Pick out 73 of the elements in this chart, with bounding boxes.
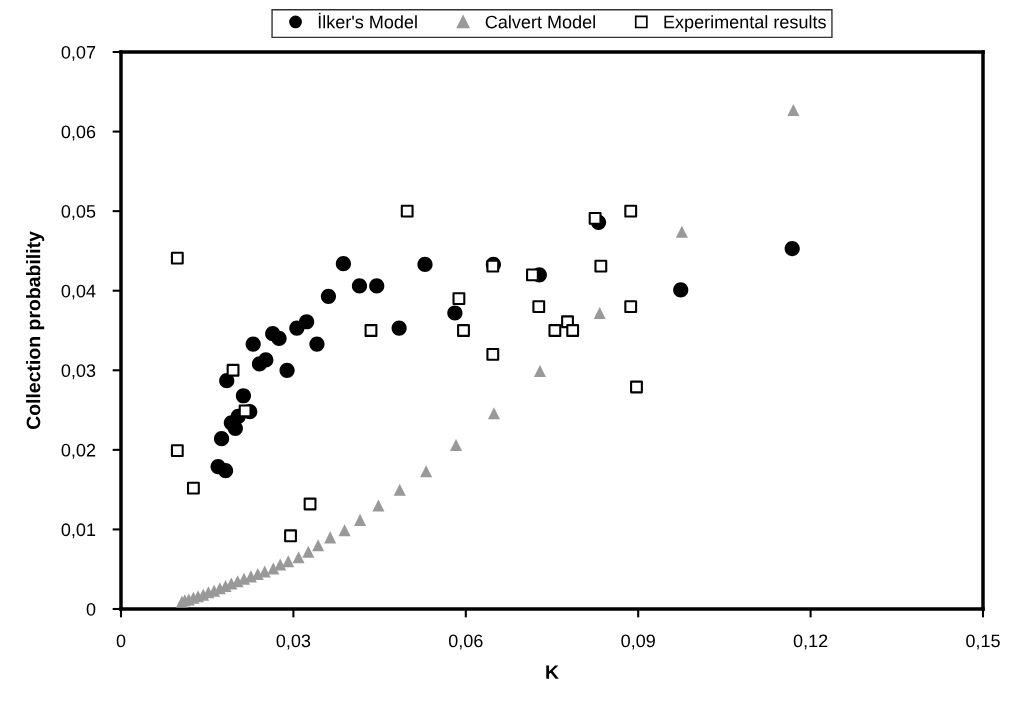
y-tick-label: 0,05 <box>61 205 96 220</box>
x-tick-label: 0 <box>116 634 126 648</box>
point <box>364 324 378 337</box>
x-tick-label: 0,15 <box>966 634 1000 650</box>
y-axis-title: Collection probability <box>26 231 45 430</box>
x-tick-label: 0,03 <box>276 634 311 650</box>
y-tick-label: 0,06 <box>61 125 96 141</box>
point <box>630 380 643 394</box>
point <box>533 365 546 378</box>
point <box>400 204 414 218</box>
point <box>271 330 287 347</box>
point <box>393 483 406 496</box>
point <box>186 481 200 495</box>
point <box>258 352 274 368</box>
point <box>566 324 580 337</box>
point <box>302 545 315 558</box>
point <box>289 320 305 336</box>
point <box>217 462 234 479</box>
x-tick-label: 0,09 <box>621 634 655 650</box>
y-tick-label: 0 <box>86 602 96 616</box>
point <box>624 204 638 218</box>
point <box>170 251 184 265</box>
point <box>284 529 297 543</box>
point <box>309 336 325 352</box>
legend-label: Experimental results <box>664 15 826 32</box>
point <box>213 431 230 447</box>
x-tick-label: 0,12 <box>793 634 828 650</box>
point <box>487 407 500 420</box>
point <box>320 288 337 304</box>
point <box>532 300 546 314</box>
point <box>226 363 240 377</box>
x-tick-label: 0,06 <box>448 634 483 650</box>
point <box>351 278 368 294</box>
point <box>594 259 608 273</box>
point <box>457 324 470 337</box>
point <box>235 388 252 404</box>
point <box>369 278 385 294</box>
x-axis-title: K <box>546 665 559 679</box>
point <box>447 305 463 321</box>
point <box>420 465 433 478</box>
y-tick-label: 0,07 <box>61 45 96 61</box>
point <box>450 439 463 452</box>
point <box>486 347 500 361</box>
point <box>784 240 800 257</box>
point <box>526 268 539 282</box>
legend-label: Calvert Model <box>485 15 595 29</box>
point <box>593 306 606 320</box>
point <box>673 282 689 298</box>
point <box>372 499 385 512</box>
point <box>417 256 433 273</box>
point <box>238 404 252 418</box>
point <box>279 362 295 378</box>
point <box>282 555 295 568</box>
y-tick-label: 0,01 <box>61 523 96 539</box>
y-tick-label: 0,02 <box>61 443 96 459</box>
y-tick-label: 0,04 <box>61 284 96 300</box>
point <box>588 211 602 225</box>
point <box>354 513 367 526</box>
y-tick-label: 0,03 <box>61 364 96 380</box>
point <box>787 104 800 117</box>
point <box>245 336 261 352</box>
point <box>452 292 466 306</box>
point <box>312 539 325 552</box>
point <box>335 256 351 272</box>
point <box>324 531 337 544</box>
point <box>675 225 688 238</box>
legend-label: İlker's Model <box>318 12 417 29</box>
point <box>548 324 562 337</box>
point <box>391 320 407 336</box>
point <box>170 444 184 458</box>
point <box>624 300 638 314</box>
point <box>292 551 305 564</box>
point <box>338 524 351 537</box>
